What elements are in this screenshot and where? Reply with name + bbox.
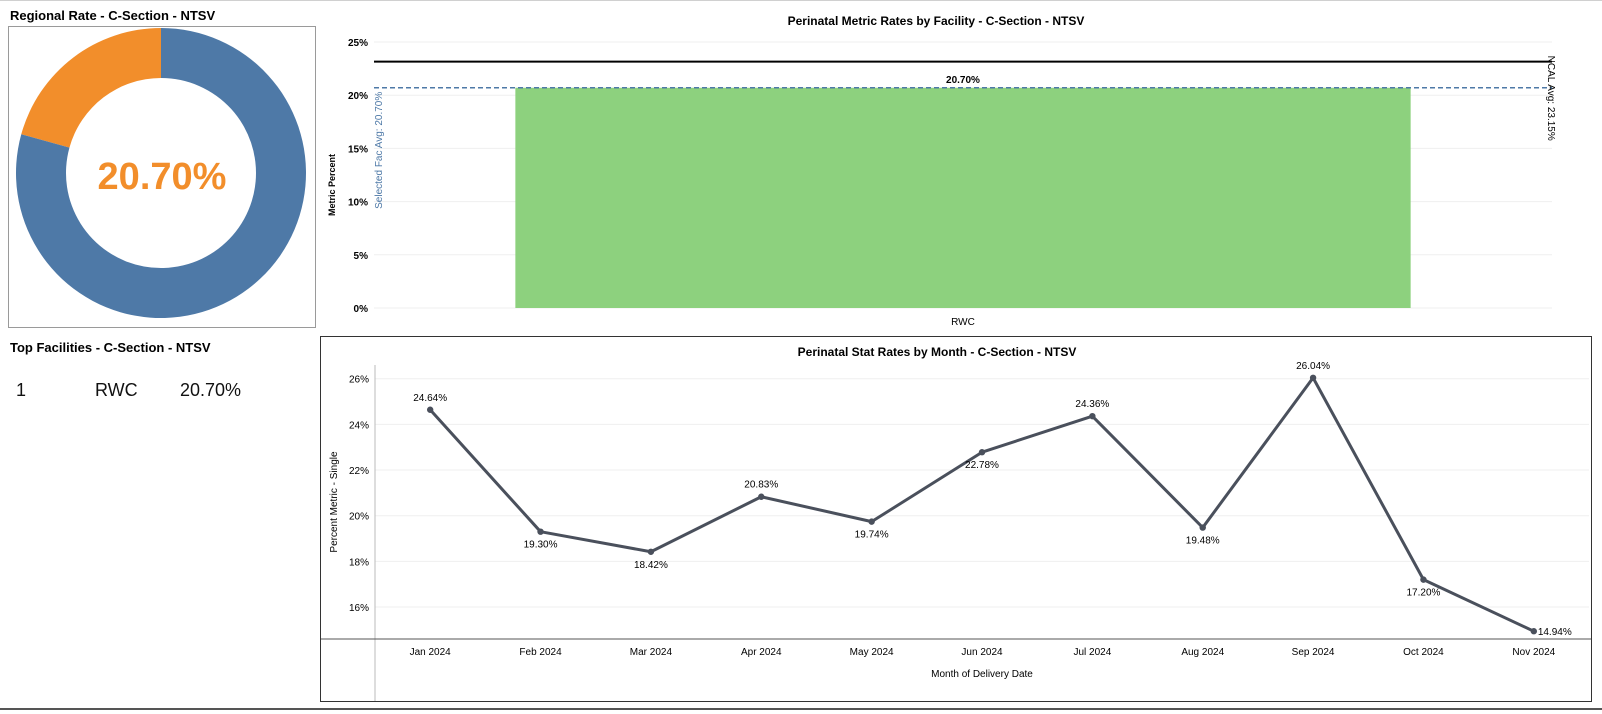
line-value-label: 18.42% <box>634 560 668 571</box>
line-point <box>1309 374 1317 381</box>
bar-y-axis-label: Metric Percent <box>327 154 337 216</box>
line-point <box>868 518 875 525</box>
line-point <box>978 449 986 456</box>
line-xtick-label: Sep 2024 <box>1292 647 1335 658</box>
line-point <box>426 406 434 413</box>
bar-value-label: 20.70% <box>946 75 980 86</box>
line-xtick-label: Jun 2024 <box>961 647 1003 658</box>
line-xtick-label: Jan 2024 <box>410 647 452 658</box>
line-xtick-label: Apr 2024 <box>741 647 782 658</box>
bar-ytick-label: 5% <box>354 251 369 262</box>
line-point <box>647 548 655 555</box>
bar-category-label: RWC <box>951 317 975 328</box>
line-chart-title: Perinatal Stat Rates by Month - C-Sectio… <box>798 345 1077 359</box>
line-xtick-label: Jul 2024 <box>1073 647 1111 658</box>
line-point <box>1199 524 1206 531</box>
bar-ytick-label: 10% <box>348 198 368 209</box>
top-facilities-title: Top Facilities - C-Section - NTSV <box>10 340 211 355</box>
line-value-label: 19.74% <box>855 530 889 541</box>
facility-rate: 20.70% <box>180 380 242 400</box>
selected-fac-avg-label: Selected Fac Avg: 20.70% <box>374 92 385 209</box>
line-point <box>1089 412 1096 420</box>
line-value-label: 26.04% <box>1296 361 1330 372</box>
monthly-line-panel: Perinatal Stat Rates by Month - C-Sectio… <box>320 336 1592 702</box>
regional-donut-chart <box>15 28 306 318</box>
line-xtick-label: Mar 2024 <box>630 647 673 658</box>
line-series <box>429 376 1535 633</box>
bar-ytick-label: 0% <box>354 304 369 315</box>
bar-rwc <box>515 87 1411 308</box>
line-xtick-label: May 2024 <box>850 647 894 658</box>
top-border <box>0 0 1602 1</box>
line-value-label: 20.83% <box>744 480 778 491</box>
bar-ytick-label: 25% <box>348 38 368 49</box>
regional-donut-panel: 20.70% <box>8 26 316 328</box>
bar-ytick-label: 15% <box>348 144 368 155</box>
ncal-avg-label: NCAL Avg: 23.15% <box>1545 56 1556 141</box>
line-ytick-label: 16% <box>349 603 369 614</box>
line-value-label: 14.94% <box>1538 627 1572 638</box>
facility-rank: 1 <box>16 380 27 400</box>
line-value-label: 22.78% <box>965 460 999 471</box>
line-xtick-label: Feb 2024 <box>519 647 562 658</box>
bar-chart-title: Perinatal Metric Rates by Facility - C-S… <box>788 14 1085 28</box>
line-value-label: 24.36% <box>1075 399 1109 410</box>
line-value-label: 19.30% <box>524 540 558 551</box>
line-ytick-label: 18% <box>349 557 369 568</box>
line-ytick-label: 22% <box>349 466 369 477</box>
line-ytick-label: 24% <box>349 420 369 431</box>
line-point <box>758 493 765 500</box>
bottom-border <box>0 708 1602 710</box>
line-ytick-label: 26% <box>349 375 369 386</box>
line-point <box>1530 628 1538 635</box>
line-point <box>537 528 544 535</box>
line-xtick-label: Oct 2024 <box>1403 647 1444 658</box>
line-value-label: 24.64% <box>413 393 447 404</box>
facility-name[interactable]: RWC <box>95 380 138 400</box>
regional-rate-title: Regional Rate - C-Section - NTSV <box>10 8 216 23</box>
line-xtick-label: Aug 2024 <box>1181 647 1224 658</box>
line-x-axis-label: Month of Delivery Date <box>931 669 1033 680</box>
facility-bar-chart: Perinatal Metric Rates by Facility - C-S… <box>327 14 1556 328</box>
line-ytick-label: 20% <box>349 512 369 523</box>
line-point <box>1420 576 1427 583</box>
monthly-line-chart: Perinatal Stat Rates by Month - C-Sectio… <box>321 345 1591 701</box>
donut-slice-other <box>15 28 306 318</box>
line-xtick-label: Nov 2024 <box>1512 647 1555 658</box>
line-value-label: 17.20% <box>1406 588 1440 599</box>
donut-slice-c-section <box>21 28 161 148</box>
line-value-label: 19.48% <box>1186 536 1220 547</box>
line-y-axis-label: Percent Metric - Single <box>329 451 340 553</box>
donut-center-label: 20.70% <box>97 155 227 198</box>
bar-ytick-label: 20% <box>348 91 368 102</box>
